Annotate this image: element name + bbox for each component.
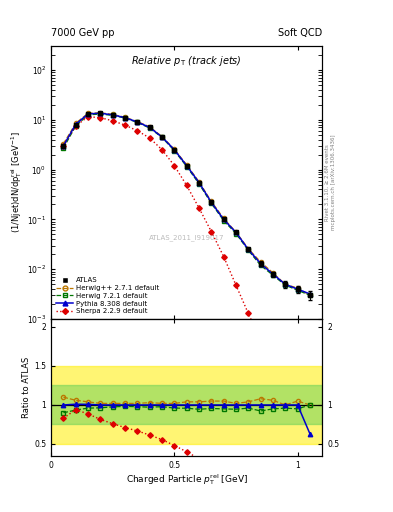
Text: 7000 GeV pp: 7000 GeV pp (51, 28, 115, 38)
Text: ATLAS_2011_I919017: ATLAS_2011_I919017 (149, 234, 224, 241)
Bar (51, 386, 322, 424)
X-axis label: Charged Particle $p_\mathrm{T}^\mathrm{rel}$ [GeV]: Charged Particle $p_\mathrm{T}^\mathrm{r… (126, 472, 248, 487)
Y-axis label: Ratio to ATLAS: Ratio to ATLAS (22, 357, 31, 418)
Text: Relative $p_\mathrm{T}$ (track jets): Relative $p_\mathrm{T}$ (track jets) (131, 54, 242, 68)
Legend: ATLAS, Herwig++ 2.7.1 default, Herwig 7.2.1 default, Pythia 8.308 default, Sherp: ATLAS, Herwig++ 2.7.1 default, Herwig 7.… (55, 276, 161, 316)
Bar (51, 366, 322, 444)
Y-axis label: (1/Njet)dN/dp$_\mathrm{T}^\mathrm{rel}$ [GeV$^{-1}$]: (1/Njet)dN/dp$_\mathrm{T}^\mathrm{rel}$ … (9, 132, 24, 233)
Text: Soft QCD: Soft QCD (278, 28, 322, 38)
Y-axis label: Rivet 3.1.10, ≥ 2.6M events
mcplots.cern.ch [arXiv:1306.3436]: Rivet 3.1.10, ≥ 2.6M events mcplots.cern… (325, 135, 336, 230)
